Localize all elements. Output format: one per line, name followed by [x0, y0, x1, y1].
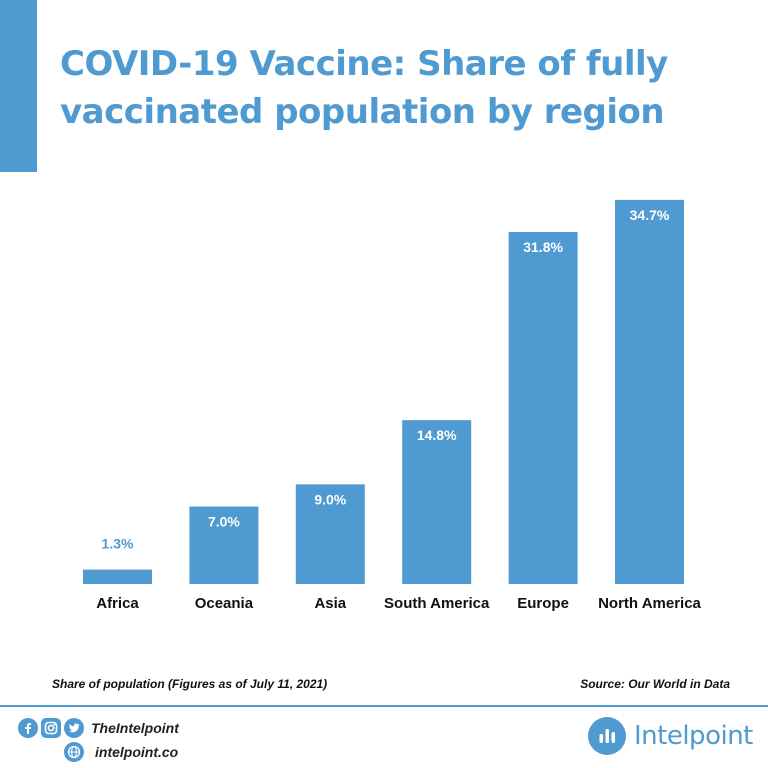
category-label-south-america: South America	[384, 595, 490, 612]
bar-north-america	[615, 199, 684, 584]
bar-chart: 1.3% Africa 7.0% Oceania 9.0% Asia 14.8% South …	[83, 199, 702, 612]
brand-logo: Intelpoint	[588, 717, 753, 755]
category-label-europe: Europe	[517, 595, 569, 612]
value-label-oceania: 7.0%	[208, 514, 240, 530]
facebook-icon[interactable]	[18, 718, 38, 738]
website-link: intelpoint.co	[64, 742, 178, 762]
source-note: Source: Our World in Data	[580, 677, 730, 691]
category-label-oceania: Oceania	[195, 595, 254, 612]
category-label-africa: Africa	[96, 595, 139, 612]
instagram-icon[interactable]	[41, 718, 61, 738]
twitter-icon[interactable]	[64, 718, 84, 738]
bar-europe	[508, 231, 578, 584]
social-links: TheIntelpoint	[18, 718, 179, 738]
value-label-europe: 31.8%	[523, 239, 563, 255]
value-label-asia: 9.0%	[314, 491, 346, 507]
category-label-north-america: North America	[598, 595, 701, 612]
accent-bar	[0, 0, 37, 172]
social-handle[interactable]: TheIntelpoint	[91, 720, 179, 736]
chart-title: COVID-19 Vaccine: Share of fully vaccina…	[60, 44, 668, 132]
category-label-asia: Asia	[314, 595, 346, 612]
bar-africa	[83, 569, 152, 584]
value-label-south-america: 14.8%	[417, 427, 457, 443]
brand-name: Intelpoint	[634, 721, 753, 751]
intelpoint-logo-icon	[588, 717, 626, 755]
bar-south-america	[402, 420, 472, 584]
globe-icon	[64, 742, 84, 762]
bar-asia	[295, 484, 365, 584]
value-label-north-america: 34.7%	[630, 207, 670, 223]
website-url[interactable]: intelpoint.co	[95, 744, 179, 760]
footnote: Share of population (Figures as of July …	[52, 677, 328, 691]
value-label-africa: 1.3%	[102, 536, 134, 552]
bar-oceania	[189, 506, 259, 584]
footer-divider	[0, 705, 768, 707]
